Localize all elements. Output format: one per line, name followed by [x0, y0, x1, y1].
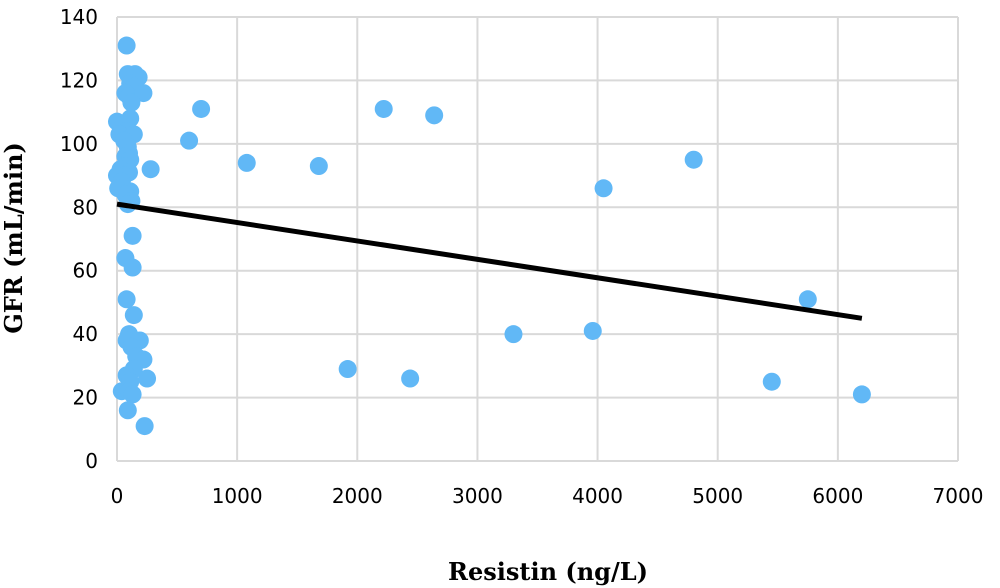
x-tick-label: 3000	[452, 484, 503, 508]
y-axis-ticks: 0 20 40 60 80 100 120 140	[60, 5, 98, 473]
y-tick-label: 140	[60, 5, 98, 29]
x-tick-label: 4000	[572, 484, 623, 508]
data-point	[117, 36, 136, 55]
y-tick-label: 120	[60, 68, 98, 92]
x-tick-label: 5000	[692, 484, 743, 508]
x-axis-ticks: 0 1000 2000 3000 4000 5000 6000 7000	[111, 484, 984, 508]
data-point	[135, 417, 154, 436]
data-point	[762, 372, 781, 391]
data-point	[118, 401, 137, 420]
data-point	[122, 93, 141, 112]
x-tick-label: 2000	[332, 484, 383, 508]
grid-lines	[116, 16, 959, 462]
data-point	[594, 179, 613, 198]
data-point	[123, 385, 142, 404]
y-tick-label: 80	[73, 195, 98, 219]
y-tick-label: 0	[85, 449, 98, 473]
x-tick-label: 0	[111, 484, 124, 508]
data-point	[134, 84, 153, 103]
data-point	[123, 258, 142, 277]
data-point	[124, 306, 143, 325]
data-points	[108, 36, 871, 436]
y-axis-label: GFR (mL/min)	[0, 142, 28, 334]
x-tick-label: 6000	[812, 484, 863, 508]
data-point	[338, 360, 357, 379]
data-point	[192, 99, 211, 118]
data-point	[123, 226, 142, 245]
x-axis-label: Resistin (ng/L)	[448, 557, 648, 586]
data-point	[374, 99, 393, 118]
y-tick-label: 20	[73, 386, 98, 410]
data-point	[504, 325, 523, 344]
data-point	[852, 385, 871, 404]
data-point	[583, 321, 602, 340]
data-point	[141, 160, 160, 179]
data-point	[309, 157, 328, 176]
x-tick-label: 1000	[212, 484, 263, 508]
data-point	[684, 150, 703, 169]
data-point	[798, 290, 817, 309]
trendline	[116, 201, 863, 321]
y-tick-label: 40	[73, 322, 98, 346]
y-tick-label: 100	[60, 132, 98, 156]
x-tick-label: 7000	[933, 484, 984, 508]
data-point	[425, 106, 444, 125]
data-point	[237, 153, 256, 172]
y-tick-label: 60	[73, 259, 98, 283]
data-point	[180, 131, 199, 150]
data-point	[117, 290, 136, 309]
data-point	[138, 369, 157, 388]
data-point	[401, 369, 420, 388]
